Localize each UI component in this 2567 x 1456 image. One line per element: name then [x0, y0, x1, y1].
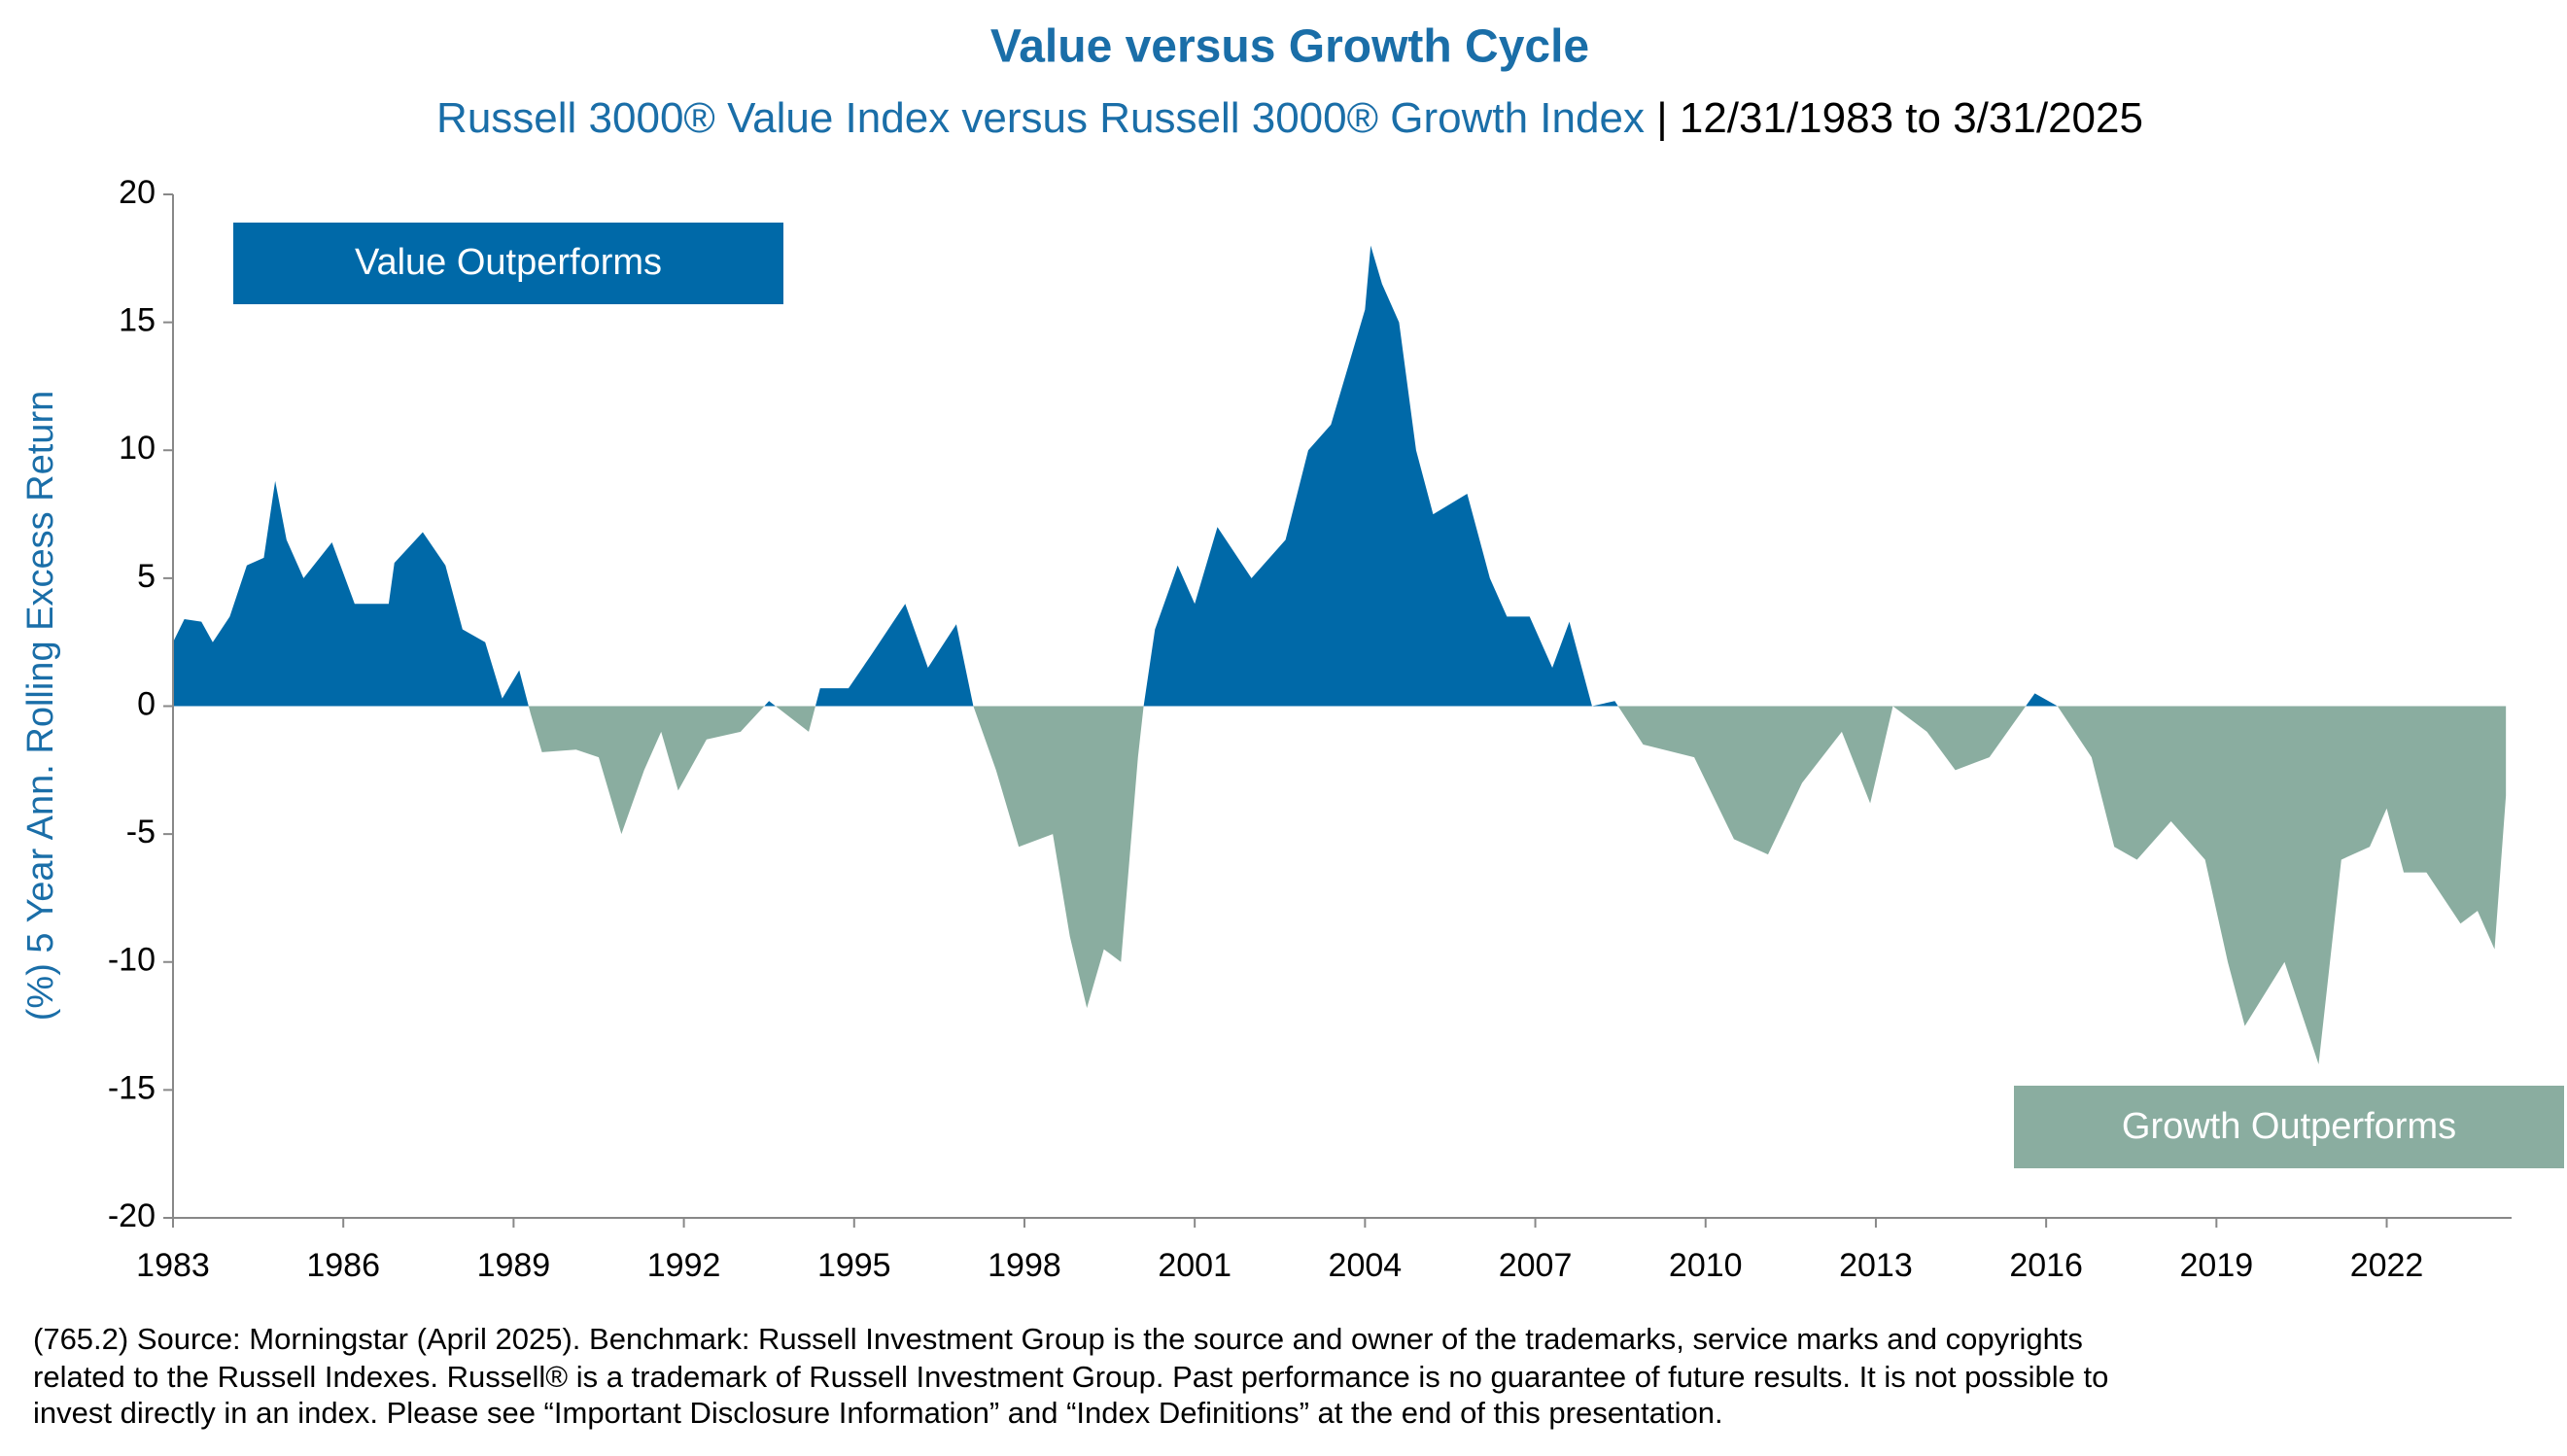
subtitle-index: Russell 3000® Value Index versus Russell… [436, 94, 1645, 142]
subtitle-dates: | 12/31/1983 to 3/31/2025 [1656, 94, 2143, 142]
growth-annotation: Growth Outperforms [2122, 1106, 2456, 1147]
x-tick-label: 2007 [1499, 1247, 1573, 1284]
footnote: invest directly in an index. Please see … [33, 1396, 1723, 1430]
x-tick-label: 1986 [306, 1247, 380, 1284]
excess-return-area [173, 245, 2507, 1065]
x-tick-label: 2022 [2350, 1247, 2424, 1284]
value-annotation: Value Outperforms [355, 242, 662, 283]
x-tick-label: 2019 [2180, 1247, 2254, 1284]
y-tick-label: -10 [108, 942, 156, 979]
y-tick-label: 20 [119, 174, 156, 211]
y-tick-label: 0 [137, 685, 156, 722]
x-tick-label: 1992 [647, 1247, 721, 1284]
y-axis-label: (%) 5 Year Ann. Rolling Excess Return [20, 391, 61, 1021]
x-tick-label: 2013 [1839, 1247, 1913, 1284]
x-tick-label: 1983 [136, 1247, 210, 1284]
footnote: related to the Russell Indexes. Russell®… [33, 1360, 2108, 1394]
chart-title: Value versus Growth Cycle [990, 21, 1589, 73]
y-tick-label: -20 [108, 1197, 156, 1234]
y-tick-label: 10 [119, 430, 156, 467]
x-tick-label: 1989 [477, 1247, 551, 1284]
x-tick-label: 1995 [817, 1247, 891, 1284]
y-tick-label: 5 [137, 558, 156, 595]
x-tick-label: 2010 [1669, 1247, 1743, 1284]
x-tick-label: 2004 [1329, 1247, 1403, 1284]
value-box [233, 223, 783, 304]
growth-box [2014, 1086, 2564, 1168]
y-tick-label: -15 [108, 1069, 156, 1106]
y-tick-label: 15 [119, 302, 156, 339]
y-tick-label: -5 [126, 814, 156, 850]
footnote: (765.2) Source: Morningstar (April 2025)… [33, 1322, 2083, 1356]
chart-subtitle: Russell 3000® Value Index versus Russell… [436, 94, 2143, 142]
x-tick-label: 2001 [1158, 1247, 1231, 1284]
x-tick-label: 2016 [2009, 1247, 2083, 1284]
x-tick-label: 1998 [988, 1247, 1061, 1284]
